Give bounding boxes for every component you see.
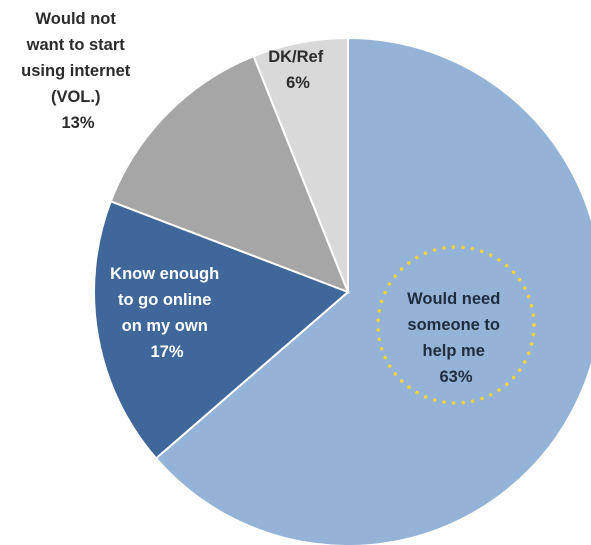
slice-label-line: to go online bbox=[118, 291, 211, 309]
slice-label-line: Know enough bbox=[110, 265, 219, 283]
slice-label-line: help me bbox=[423, 342, 485, 360]
slice-label-line: someone to bbox=[407, 316, 500, 334]
slice-label-line: want to start bbox=[26, 36, 126, 54]
slice-value-label: 63% bbox=[439, 368, 472, 386]
slice-label-line: Would need bbox=[407, 290, 500, 308]
slice-dk-ref bbox=[252, 36, 349, 293]
slice-label-would-need-help: Would need someone to help me 63% bbox=[407, 290, 505, 386]
slice-would-not-want bbox=[109, 54, 350, 294]
highlight-dotted-circle bbox=[376, 245, 536, 405]
slice-label-line: using internet bbox=[21, 62, 131, 80]
slice-label-line: Would not bbox=[36, 10, 117, 28]
slice-value-label: 6% bbox=[286, 74, 310, 92]
slice-label-line: (VOL.) bbox=[51, 88, 101, 106]
slice-label-line: on my own bbox=[122, 317, 208, 335]
slice-would-need-help bbox=[154, 36, 591, 545]
pie-slices bbox=[93, 36, 591, 545]
slice-label-know-enough: Know enough to go online on my own 17% bbox=[110, 265, 224, 361]
slice-label-would-not-want: Would not want to start using internet (… bbox=[21, 10, 135, 132]
slice-value-label: 17% bbox=[150, 343, 183, 361]
slice-label-dk-ref: DK/Ref 6% bbox=[268, 48, 328, 92]
slice-know-enough bbox=[93, 200, 350, 460]
slice-label-line: DK/Ref bbox=[268, 48, 324, 66]
slice-value-label: 13% bbox=[61, 114, 94, 132]
